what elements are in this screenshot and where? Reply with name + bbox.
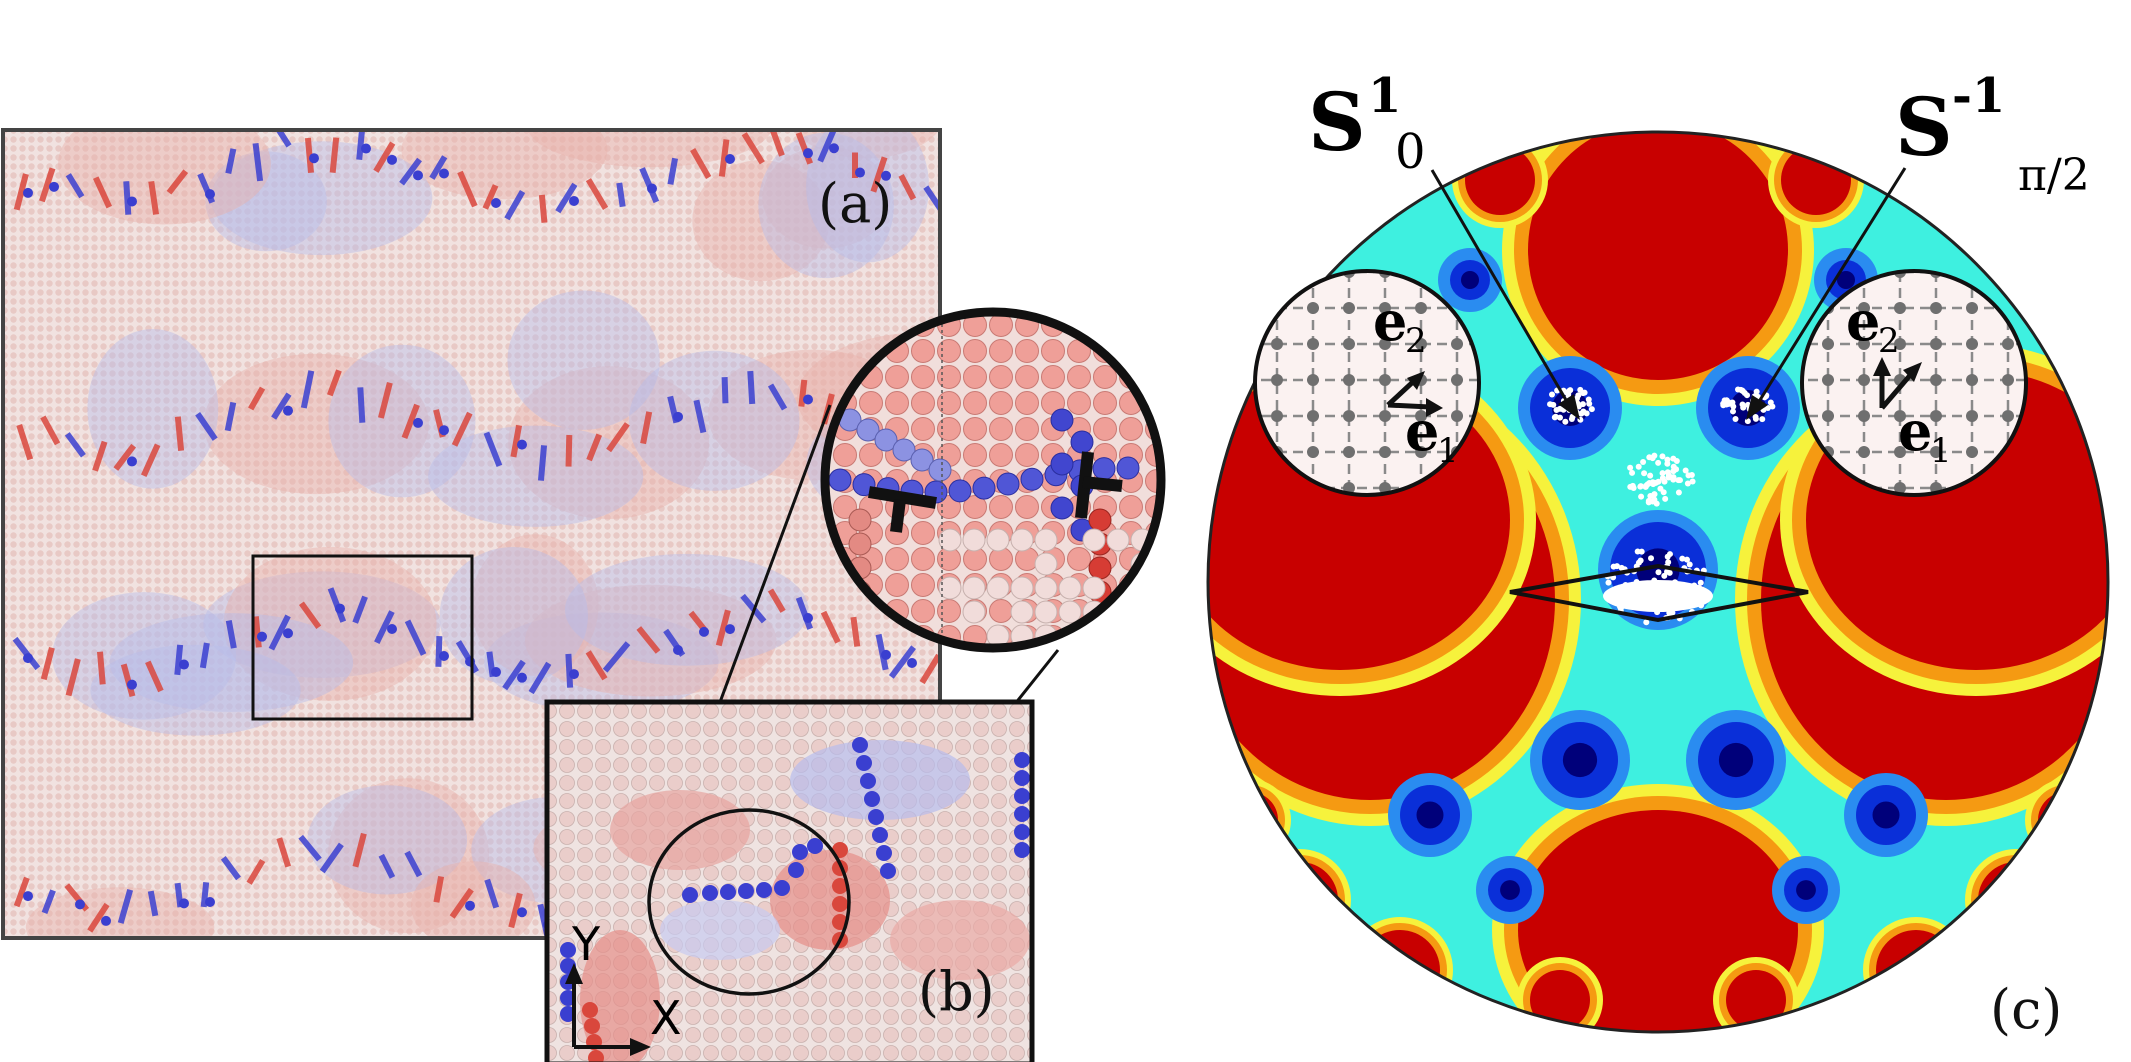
panel-b-label: (b) xyxy=(918,960,995,1023)
inset-left-e2: e xyxy=(1373,289,1407,353)
panel-c-label: (c) xyxy=(1990,978,2062,1041)
panel-a: (a) xyxy=(1,128,942,940)
panel-b-strain-field xyxy=(560,737,1030,1062)
arrow-s-minus1-pi2 xyxy=(1758,167,1907,401)
dislocation-symbol-left xyxy=(868,486,937,533)
fundamental-domain-rhombus xyxy=(1509,563,1809,623)
label-s-minus1-pi2-main: S xyxy=(1895,80,1953,174)
panel-b-zoom-circle xyxy=(647,808,851,996)
inset-right-e2: e xyxy=(1846,289,1880,353)
panel-c: e 2 e 1 e 2 e 1 xyxy=(1206,68,2110,1041)
panel-b-frame xyxy=(544,699,1035,1062)
panel-a-strain-field xyxy=(12,130,940,938)
magnified-circle xyxy=(820,307,1166,653)
inset-right-e1: e xyxy=(1898,399,1932,463)
arrow-s-1-0 xyxy=(1430,169,1568,401)
label-s-1-0-sub: 0 xyxy=(1395,124,1426,180)
axis-x-label: X xyxy=(650,991,682,1045)
dislocation-symbol-right xyxy=(1075,451,1123,519)
inset-left-e2-sub: 2 xyxy=(1405,321,1427,361)
inset-right-e2-sub: 2 xyxy=(1878,321,1900,361)
panel-b: Y X (b) xyxy=(544,699,1035,1062)
axes-arrows xyxy=(565,963,651,1056)
label-s-1-0-sup: 1 xyxy=(1368,68,1401,124)
label-s-minus1-pi2-sup: -1 xyxy=(1952,68,2005,124)
label-s-minus1-pi2: S -1 π/2 xyxy=(1895,68,2090,201)
panel-a-label: (a) xyxy=(818,172,892,235)
zoom-region-box xyxy=(251,554,474,721)
annotation-arrows xyxy=(1430,167,1907,420)
inset-left-e1-sub: 1 xyxy=(1437,431,1459,471)
energy-landscape-contours xyxy=(1208,132,2108,1032)
poincare-disk-border xyxy=(1206,130,2110,1034)
label-s-minus1-pi2-sub: π/2 xyxy=(2018,150,2090,201)
label-s-1-0-main: S xyxy=(1308,75,1366,169)
axis-y-label: Y xyxy=(571,917,601,971)
simulation-trajectory-points xyxy=(1547,386,1776,626)
label-s-1-0: S 1 0 xyxy=(1308,68,1426,180)
inset-right-e1-sub: 1 xyxy=(1930,431,1952,471)
magnified-circle-border xyxy=(820,307,1166,653)
inset-left-e1: e xyxy=(1405,399,1439,463)
